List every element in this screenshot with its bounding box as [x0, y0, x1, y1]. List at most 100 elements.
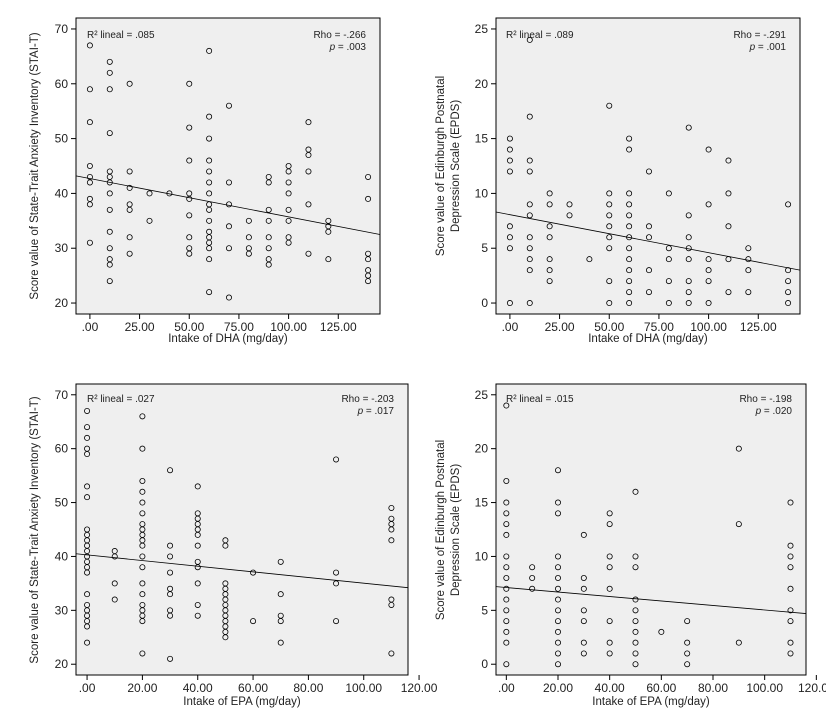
data-point — [503, 575, 510, 582]
data-point — [106, 130, 113, 137]
panel-epa-stai: 20 30 40 50 60 70 .00 20.00 40.00 60.00 80.00 100.… — [29, 383, 438, 708]
data-point — [529, 575, 536, 582]
data-point — [785, 278, 792, 285]
data-point — [265, 234, 272, 241]
data-point — [506, 168, 513, 175]
x-tick-label: 125.00 — [740, 320, 777, 334]
data-point — [84, 591, 91, 598]
data-point — [503, 618, 510, 625]
x-axis-label: Intake of EPA (mg/day) — [592, 696, 710, 708]
data-point — [139, 477, 146, 484]
data-point — [745, 256, 752, 263]
data-point — [285, 239, 292, 246]
data-point — [111, 580, 118, 587]
x-tick-label: 40.00 — [595, 681, 625, 695]
data-point — [787, 542, 794, 549]
data-point — [606, 650, 613, 657]
data-point — [684, 618, 691, 625]
data-point — [787, 564, 794, 571]
data-point — [555, 564, 562, 571]
y-tick-label: 20 — [475, 77, 489, 91]
y-tick-label: 30 — [55, 241, 69, 255]
data-point — [503, 585, 510, 592]
y-axis-label: Score value of State-Trait Anxiety Inven… — [29, 32, 41, 299]
data-point — [86, 239, 93, 246]
data-point — [167, 467, 174, 474]
data-point — [206, 168, 213, 175]
data-point — [506, 245, 513, 252]
x-axis-label: Intake of EPA (mg/day) — [183, 696, 301, 708]
data-point — [388, 650, 395, 657]
data-point — [265, 179, 272, 186]
data-point — [503, 553, 510, 560]
data-point — [225, 201, 232, 208]
data-point — [503, 477, 510, 484]
y-tick-label: 50 — [55, 132, 69, 146]
data-point — [526, 300, 533, 307]
data-point — [106, 58, 113, 65]
data-point — [186, 80, 193, 87]
data-point — [684, 661, 691, 668]
data-point — [546, 267, 553, 274]
y-tick-label: 0 — [481, 296, 488, 310]
data-point — [305, 168, 312, 175]
data-point — [503, 402, 510, 409]
data-point — [787, 585, 794, 592]
rho-label: Rho = -.198 — [739, 394, 792, 405]
data-point — [745, 245, 752, 252]
data-point — [685, 212, 692, 219]
data-point — [325, 228, 332, 235]
data-point — [186, 124, 193, 131]
data-point — [606, 639, 613, 646]
data-point — [106, 261, 113, 268]
data-point — [555, 596, 562, 603]
x-tick-label: 100.00 — [690, 320, 727, 334]
data-point — [632, 564, 639, 571]
data-point — [265, 206, 272, 213]
data-point — [526, 168, 533, 175]
x-tick-label: 25.00 — [125, 320, 155, 334]
data-point — [626, 212, 633, 219]
data-point — [626, 135, 633, 142]
y-tick-label: 40 — [55, 186, 69, 200]
data-point — [580, 618, 587, 625]
x-tick-label: 125.00 — [320, 320, 357, 334]
data-point — [555, 510, 562, 517]
data-point — [139, 618, 146, 625]
data-point — [735, 639, 742, 646]
plot-area — [495, 17, 801, 315]
data-point — [503, 639, 510, 646]
data-point — [546, 234, 553, 241]
data-point — [139, 413, 146, 420]
data-point — [606, 190, 613, 197]
data-point — [555, 661, 562, 668]
y-tick-label: 25 — [475, 22, 489, 36]
data-point — [665, 190, 672, 197]
data-point — [787, 618, 794, 625]
data-point — [365, 278, 372, 285]
data-point — [665, 256, 672, 263]
y-axis-ticks: 20 30 40 50 60 70 — [55, 388, 76, 671]
data-point — [139, 553, 146, 560]
data-point — [580, 585, 587, 592]
fit-line — [495, 211, 801, 271]
y-axis-label-line-1: Score value of Edinburgh Postnatal — [435, 440, 447, 620]
data-point — [139, 445, 146, 452]
data-point — [555, 575, 562, 582]
data-point — [626, 190, 633, 197]
data-point — [388, 504, 395, 511]
data-point — [194, 612, 201, 619]
data-point — [126, 168, 133, 175]
y-tick-label: 10 — [475, 186, 489, 200]
data-point — [529, 564, 536, 571]
data-point — [555, 585, 562, 592]
data-point — [745, 289, 752, 296]
data-point — [705, 146, 712, 153]
data-point — [546, 223, 553, 230]
panel-epa-epds: 0 5 10 15 20 25 .00 20.00 40.00 60.00 80.00 100.00… — [435, 383, 826, 708]
y-tick-label: 20 — [55, 296, 69, 310]
data-point — [506, 223, 513, 230]
data-point — [305, 250, 312, 257]
data-point — [325, 256, 332, 263]
